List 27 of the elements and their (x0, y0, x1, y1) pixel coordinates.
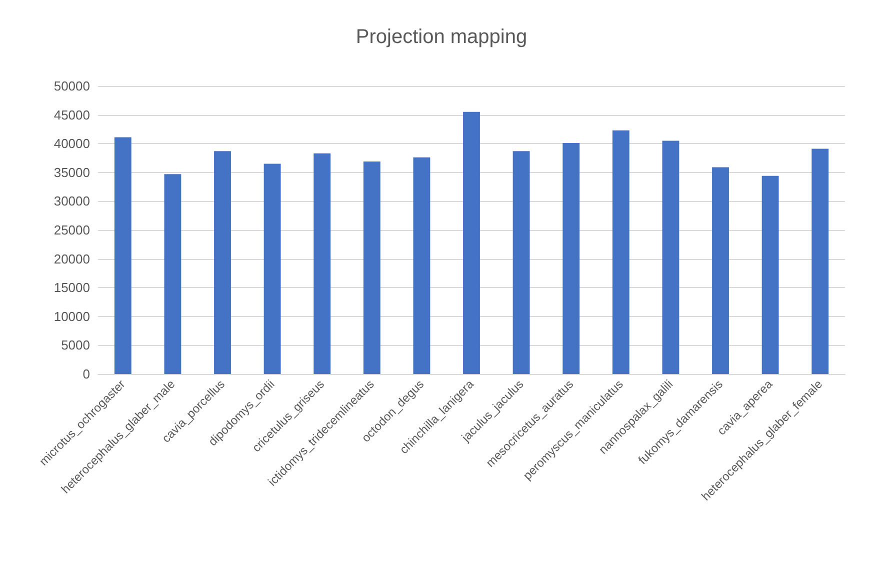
bar (562, 143, 580, 374)
bar (214, 151, 231, 374)
y-tick-label: 10000 (54, 308, 90, 324)
bar (413, 157, 430, 374)
bar (363, 161, 380, 374)
bar (512, 151, 530, 374)
y-tick-label: 30000 (54, 194, 90, 209)
bar (662, 140, 680, 374)
y-tick-label: 5000 (61, 338, 90, 353)
bar (314, 153, 331, 374)
bar (463, 112, 480, 374)
y-tick-label: 15000 (54, 280, 90, 296)
y-tick-label: 35000 (54, 164, 90, 180)
bar (712, 167, 729, 374)
y-tick-label: 0 (82, 366, 90, 382)
y-tick-label: 40000 (54, 136, 90, 152)
y-tick-label: 50000 (54, 78, 90, 94)
y-tick-label: 45000 (54, 107, 90, 122)
bar (762, 176, 779, 374)
bar (164, 174, 182, 374)
chart-title: Projection mapping (356, 26, 528, 48)
bar (114, 137, 132, 374)
bar (612, 130, 630, 374)
bar (264, 164, 281, 374)
y-tick-label: 25000 (54, 222, 90, 238)
bar (812, 148, 829, 374)
y-tick-label: 20000 (54, 251, 90, 266)
